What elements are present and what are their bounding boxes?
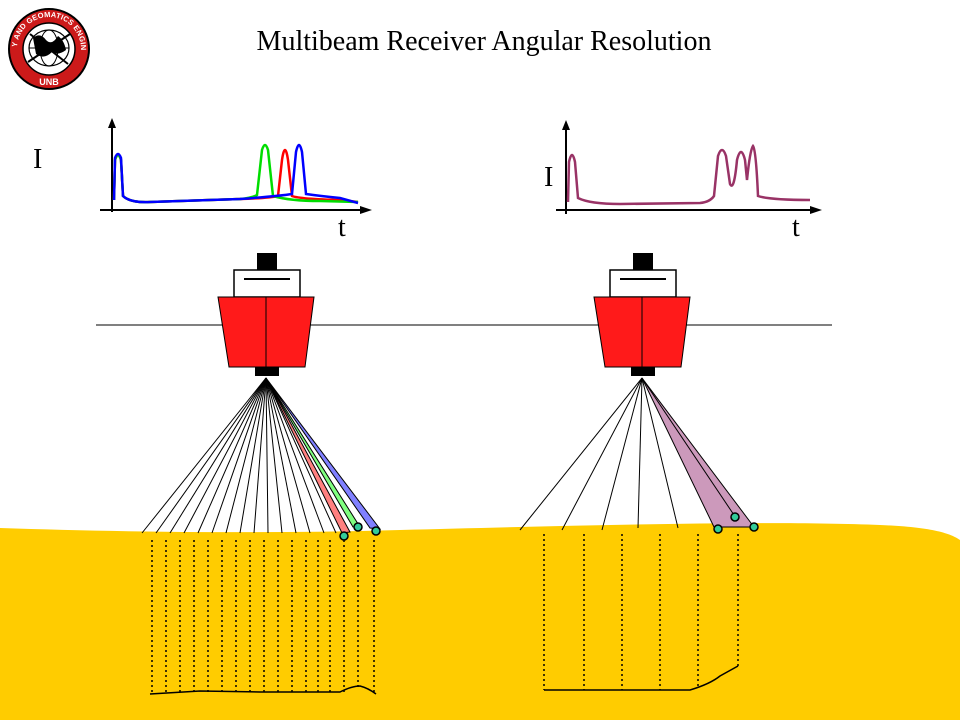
right-beam-footprints — [713, 512, 759, 534]
right-ship-mast — [633, 253, 653, 271]
right-signal-combined — [566, 143, 811, 206]
page-title: Multibeam Receiver Angular Resolution — [257, 26, 712, 57]
left-ship-mast — [257, 253, 277, 271]
left-ship-transducer — [255, 367, 279, 376]
left-signal-red — [112, 148, 359, 204]
seafloor — [0, 523, 960, 720]
left-seabed-profile — [149, 685, 377, 695]
right-plot-x-label: t — [792, 212, 800, 243]
right-seabed-profile — [544, 665, 739, 691]
right-depth-soundings — [543, 534, 739, 690]
left-signal-green — [112, 143, 359, 204]
left-beam-red — [265, 377, 351, 534]
right-plot-y-label: I — [544, 162, 553, 193]
unb-logo: GEODESY AND GEOMATICS ENGINEERING UNB — [0, 0, 90, 90]
left-plot-y-label: I — [33, 144, 42, 175]
left-depth-soundings — [151, 540, 375, 694]
svg-text:UNB: UNB — [39, 77, 59, 87]
left-intensity-plot: I t — [33, 118, 372, 243]
right-beam-wide — [641, 377, 756, 528]
left-beam-footprints — [339, 522, 381, 541]
right-ship — [593, 253, 691, 376]
left-beam-blue — [265, 377, 382, 530]
right-ship-transducer — [631, 367, 655, 376]
left-ship — [217, 253, 315, 376]
right-intensity-plot: I t — [544, 120, 822, 243]
right-beam-fan — [519, 377, 756, 531]
right-ship-cabin — [609, 269, 677, 298]
left-beam-fan — [141, 377, 382, 534]
left-signal-blue — [112, 143, 359, 205]
left-plot-x-label: t — [338, 212, 346, 243]
left-ship-cabin — [233, 269, 301, 298]
